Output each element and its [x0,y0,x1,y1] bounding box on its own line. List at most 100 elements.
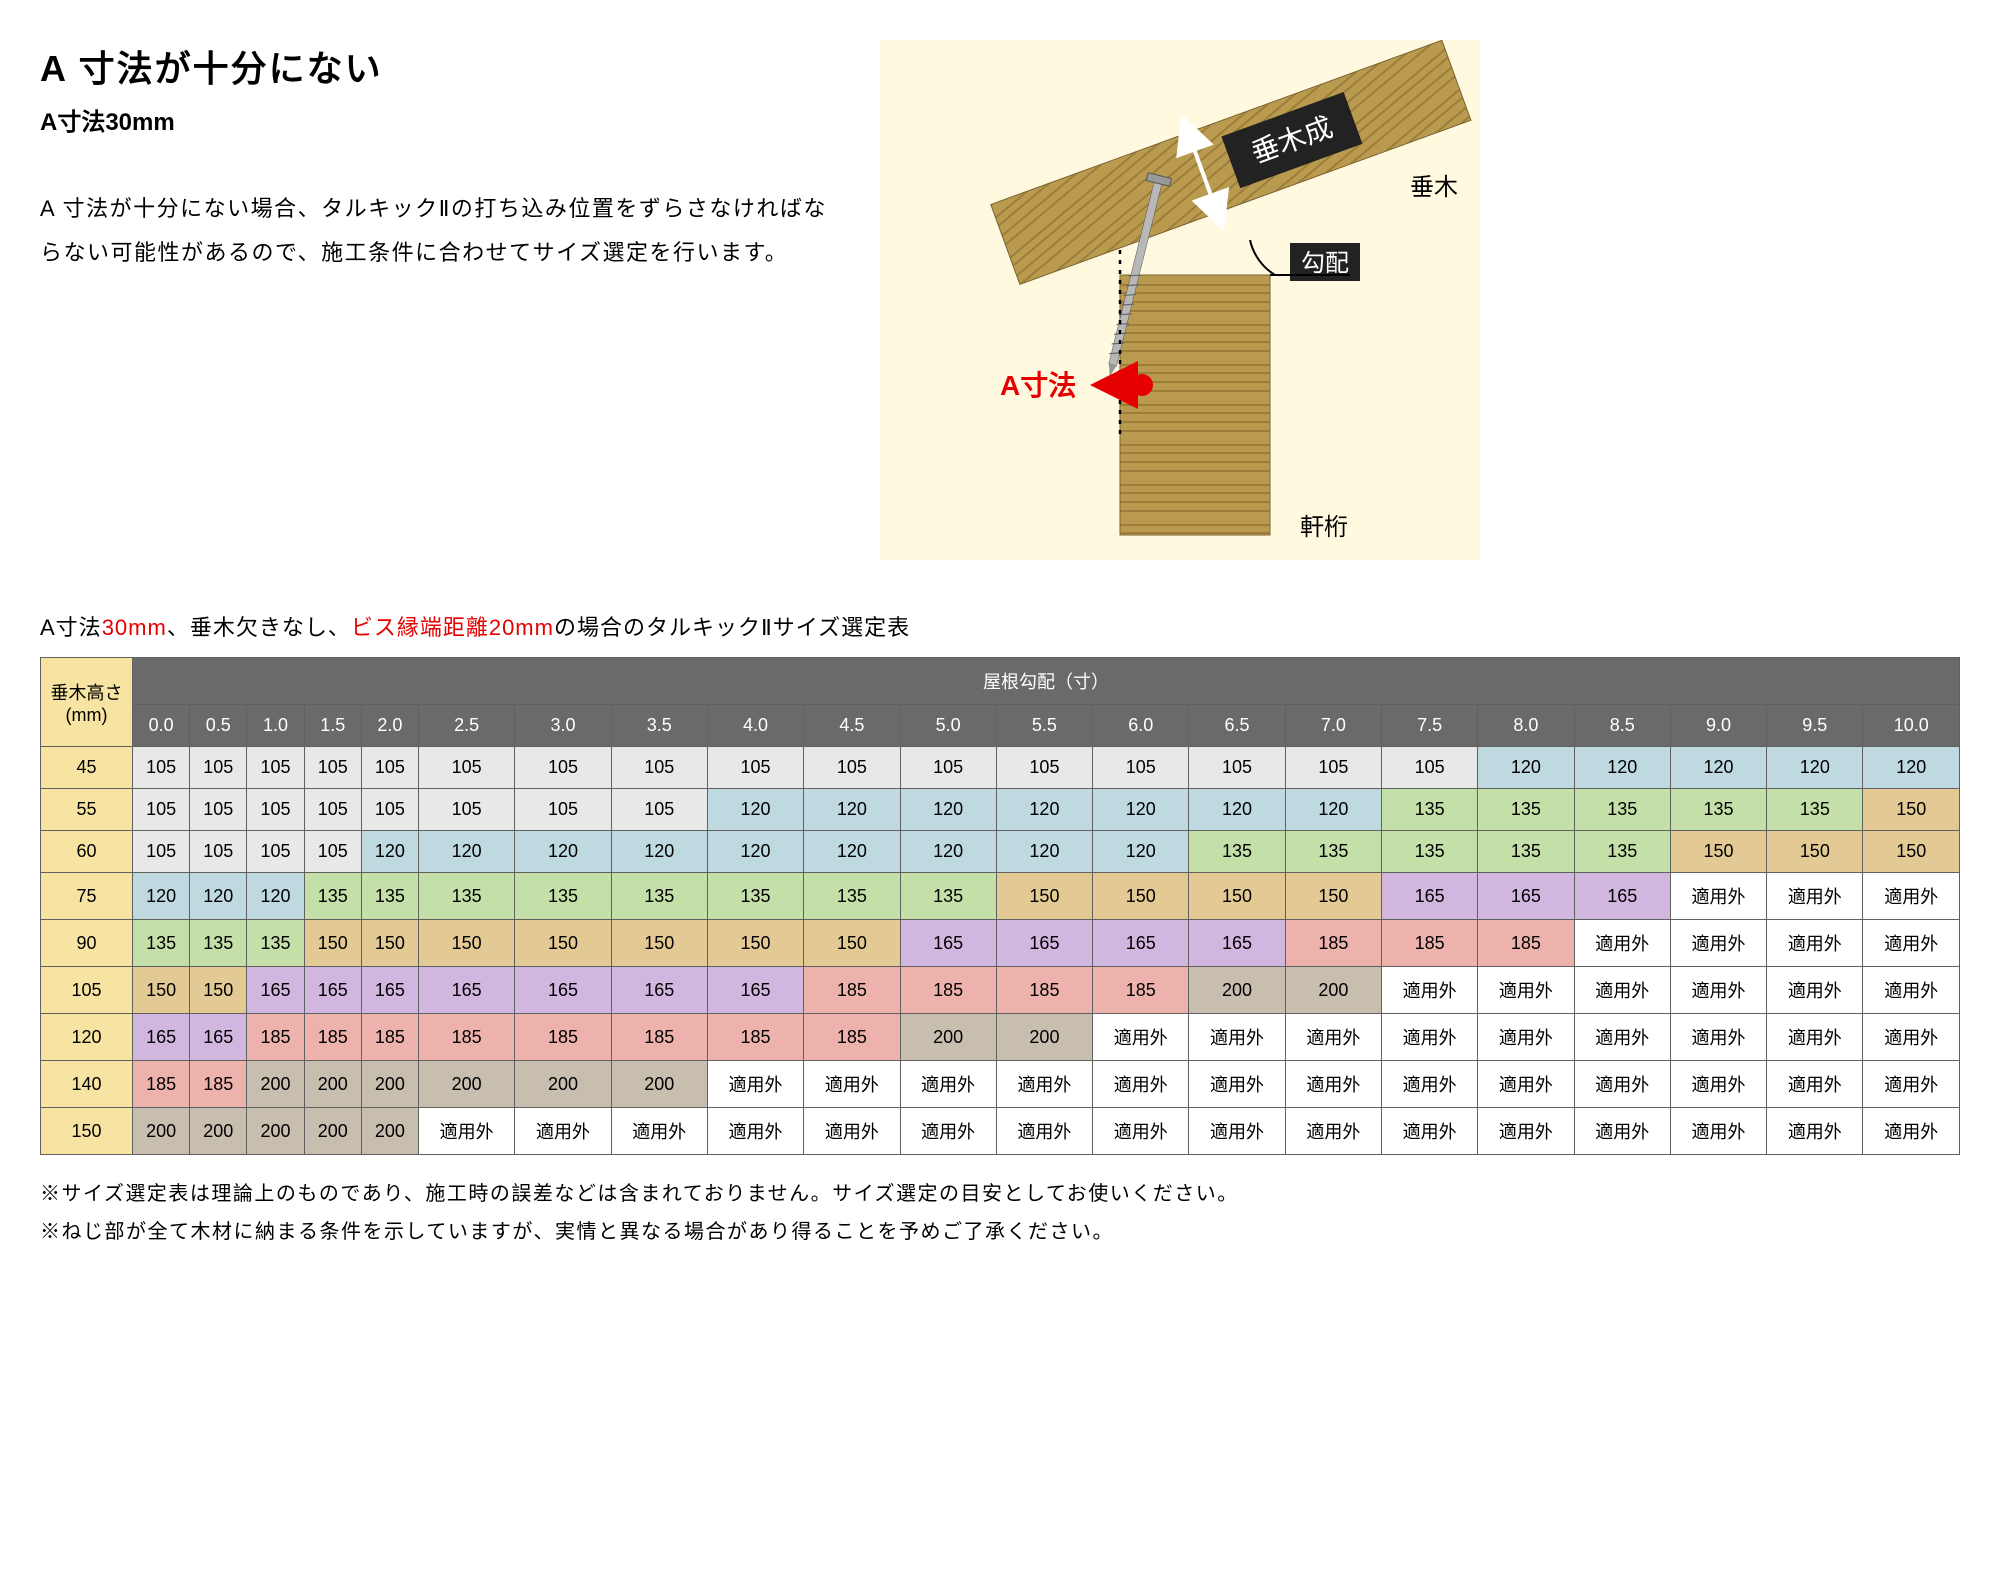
table-cell: 適用外 [1767,967,1863,1014]
table-cell: 135 [1285,831,1381,873]
table-cell: 適用外 [1189,1014,1285,1061]
table-cell: 適用外 [1478,1108,1574,1155]
table-cell: 適用外 [1574,1108,1670,1155]
table-cell: 150 [1670,831,1766,873]
table-cell: 105 [1285,747,1381,789]
table-cell: 適用外 [1767,1061,1863,1108]
table-cell: 適用外 [1189,1108,1285,1155]
table-slope-header: 4.5 [804,705,900,747]
table-cell: 適用外 [996,1108,1092,1155]
table-cell: 150 [1189,873,1285,920]
table-cell: 150 [515,920,611,967]
table-cell: 185 [611,1014,707,1061]
table-cell: 適用外 [1863,1014,1960,1061]
table-span-header: 屋根勾配（寸） [133,658,1960,705]
table-cell: 135 [361,873,418,920]
table-slope-header: 5.0 [900,705,996,747]
table-cell: 105 [1189,747,1285,789]
table-cell: 135 [515,873,611,920]
table-cell: 105 [190,789,247,831]
table-cell: 適用外 [804,1108,900,1155]
table-cell: 185 [133,1061,190,1108]
table-cell: 135 [1574,789,1670,831]
table-caption: A寸法30mm、垂木欠きなし、ビス縁端距離20mmの場合のタルキックⅡサイズ選定… [40,610,1960,642]
table-slope-header: 6.0 [1093,705,1189,747]
table-slope-header: 2.5 [419,705,515,747]
table-cell: 適用外 [1478,1014,1574,1061]
table-cell: 135 [611,873,707,920]
table-cell: 185 [515,1014,611,1061]
table-cell: 120 [707,831,803,873]
table-cell: 120 [611,831,707,873]
table-cell: 165 [900,920,996,967]
table-cell: 185 [1478,920,1574,967]
table-cell: 適用外 [1189,1061,1285,1108]
diagram-label-rafter: 垂木 [1410,174,1458,201]
table-cell: 185 [1381,920,1477,967]
table-cell: 105 [1381,747,1477,789]
table-cell: 150 [190,967,247,1014]
table-cell: 150 [1863,789,1960,831]
table-cell: 120 [1189,789,1285,831]
table-cell: 適用外 [804,1061,900,1108]
table-cell: 105 [304,747,361,789]
table-cell: 200 [1189,967,1285,1014]
table-cell: 135 [304,873,361,920]
table-cell: 120 [900,831,996,873]
table-cell: 適用外 [1863,967,1960,1014]
table-cell: 適用外 [900,1061,996,1108]
table-slope-header: 9.0 [1670,705,1766,747]
table-cell: 185 [247,1014,304,1061]
table-cell: 適用外 [1478,1061,1574,1108]
table-cell: 120 [707,789,803,831]
table-cell: 165 [419,967,515,1014]
table-cell: 135 [190,920,247,967]
intro-text-block: A 寸法が十分にない A寸法30mm A 寸法が十分にない場合、タルキックⅡの打… [40,40,840,560]
table-cell: 165 [1381,873,1477,920]
table-cell: 105 [419,789,515,831]
table-cell: 185 [707,1014,803,1061]
footnotes: ※サイズ選定表は理論上のものであり、施工時の誤差などは含まれておりません。サイズ… [40,1175,1960,1251]
table-cell: 200 [900,1014,996,1061]
table-cell: 165 [996,920,1092,967]
table-cell: 135 [707,873,803,920]
table-cell: 適用外 [419,1108,515,1155]
table-cell: 185 [1285,920,1381,967]
footnote-line: ※サイズ選定表は理論上のものであり、施工時の誤差などは含まれておりません。サイズ… [40,1175,1960,1213]
table-cell: 適用外 [1093,1108,1189,1155]
table-cell: 165 [133,1014,190,1061]
table-cell: 適用外 [1574,1014,1670,1061]
table-cell: 200 [133,1108,190,1155]
diagram-label-beam: 軒桁 [1300,514,1348,541]
table-cell: 200 [361,1108,418,1155]
table-cell: 105 [133,789,190,831]
table-cell: 185 [900,967,996,1014]
table-cell: 105 [611,789,707,831]
table-cell: 適用外 [515,1108,611,1155]
table-cell: 適用外 [707,1061,803,1108]
table-cell: 135 [1478,789,1574,831]
table-cell: 200 [996,1014,1092,1061]
table-cell: 185 [361,1014,418,1061]
table-cell: 165 [611,967,707,1014]
table-cell: 適用外 [1863,873,1960,920]
table-cell: 120 [1767,747,1863,789]
table-cell: 適用外 [707,1108,803,1155]
diagram-label-a-dimension: A寸法 [1000,370,1076,401]
selection-table: 垂木高さ(mm) 屋根勾配（寸） 0.00.51.01.52.02.53.03.… [40,657,1960,1155]
table-slope-header: 8.5 [1574,705,1670,747]
table-cell: 適用外 [1767,873,1863,920]
table-cell: 135 [804,873,900,920]
table-slope-header: 10.0 [1863,705,1960,747]
table-cell: 150 [1093,873,1189,920]
table-cell: 200 [304,1061,361,1108]
table-cell: 120 [1670,747,1766,789]
table-cell: 105 [611,747,707,789]
table-cell: 120 [1093,831,1189,873]
diagram-label-slope: 勾配 [1301,250,1349,277]
table-slope-header: 7.0 [1285,705,1381,747]
table-cell: 適用外 [611,1108,707,1155]
table-cell: 135 [419,873,515,920]
table-cell: 105 [247,831,304,873]
table-slope-header: 0.5 [190,705,247,747]
